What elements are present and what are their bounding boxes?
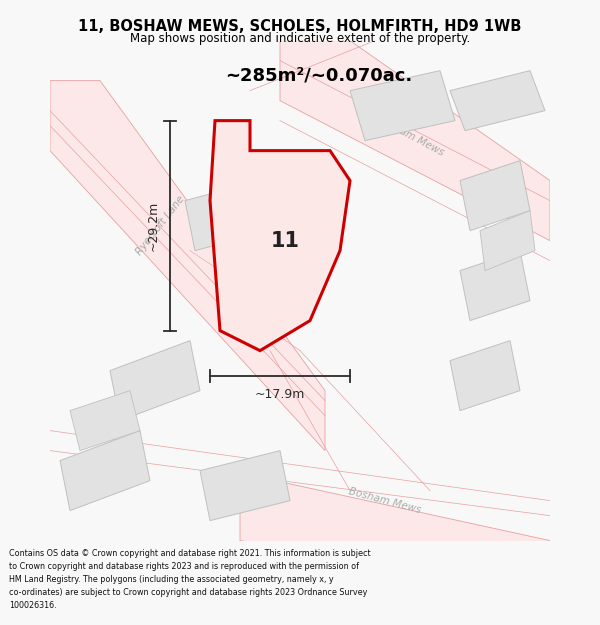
Text: ~17.9m: ~17.9m [255, 388, 305, 401]
Polygon shape [240, 241, 300, 301]
Text: ~29.2m: ~29.2m [147, 201, 160, 251]
Polygon shape [70, 391, 140, 451]
Text: co-ordinates) are subject to Crown copyright and database rights 2023 Ordnance S: co-ordinates) are subject to Crown copyr… [9, 588, 367, 597]
Polygon shape [210, 121, 350, 351]
Polygon shape [280, 41, 550, 241]
Polygon shape [110, 341, 200, 421]
Text: Bosham Mews: Bosham Mews [348, 486, 422, 515]
Text: 11, BOSHAW MEWS, SCHOLES, HOLMFIRTH, HD9 1WB: 11, BOSHAW MEWS, SCHOLES, HOLMFIRTH, HD9… [79, 19, 521, 34]
Polygon shape [350, 71, 455, 141]
Polygon shape [480, 211, 535, 271]
Polygon shape [50, 81, 325, 451]
Polygon shape [185, 181, 270, 251]
Text: 11: 11 [271, 231, 299, 251]
Text: 100026316.: 100026316. [9, 601, 56, 610]
Text: HM Land Registry. The polygons (including the associated geometry, namely x, y: HM Land Registry. The polygons (includin… [9, 575, 334, 584]
Polygon shape [460, 161, 530, 231]
Polygon shape [450, 71, 545, 131]
Polygon shape [200, 451, 290, 521]
Polygon shape [240, 481, 550, 591]
Text: Map shows position and indicative extent of the property.: Map shows position and indicative extent… [130, 32, 470, 45]
Text: Ryecroft Lane: Ryecroft Lane [134, 194, 186, 257]
Polygon shape [60, 431, 150, 511]
Polygon shape [460, 251, 530, 321]
Polygon shape [450, 341, 520, 411]
Text: to Crown copyright and database rights 2023 and is reproduced with the permissio: to Crown copyright and database rights 2… [9, 562, 359, 571]
Text: Bosham Mews: Bosham Mews [375, 114, 445, 158]
Text: ~285m²/~0.070ac.: ~285m²/~0.070ac. [225, 67, 412, 84]
Text: Contains OS data © Crown copyright and database right 2021. This information is : Contains OS data © Crown copyright and d… [9, 549, 371, 558]
